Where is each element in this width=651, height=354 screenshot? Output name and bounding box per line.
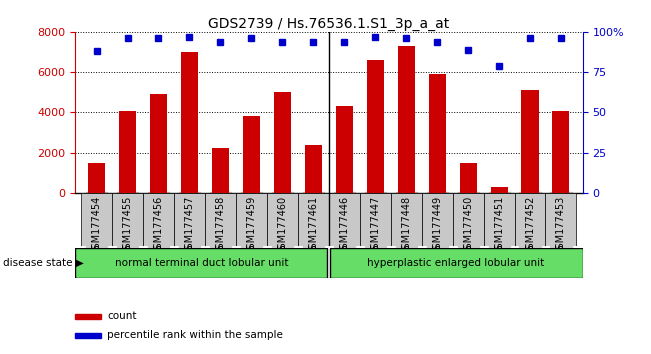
Bar <box>274 92 291 193</box>
Text: GSM177453: GSM177453 <box>556 195 566 255</box>
Bar <box>75 314 101 319</box>
Text: GSM177461: GSM177461 <box>309 195 318 255</box>
Bar <box>367 60 383 193</box>
Bar <box>75 248 327 278</box>
Bar <box>491 187 508 193</box>
Bar <box>391 193 422 246</box>
Bar <box>514 193 546 246</box>
Bar <box>553 112 570 193</box>
Bar <box>452 193 484 246</box>
Bar <box>546 193 576 246</box>
Text: GSM177449: GSM177449 <box>432 195 442 255</box>
Text: GSM177447: GSM177447 <box>370 195 380 255</box>
Bar <box>428 74 446 193</box>
Bar <box>174 193 205 246</box>
Bar <box>143 193 174 246</box>
Bar <box>75 333 101 338</box>
Bar <box>81 193 112 246</box>
Text: GSM177457: GSM177457 <box>184 195 195 255</box>
Bar <box>521 90 538 193</box>
Text: GSM177458: GSM177458 <box>215 195 225 255</box>
Bar <box>336 106 353 193</box>
Text: GSM177452: GSM177452 <box>525 195 535 255</box>
Bar <box>484 193 514 246</box>
Text: GSM177459: GSM177459 <box>246 195 256 255</box>
Bar <box>112 193 143 246</box>
Bar <box>460 163 477 193</box>
Bar <box>212 148 229 193</box>
Text: percentile rank within the sample: percentile rank within the sample <box>107 330 283 340</box>
Bar <box>205 193 236 246</box>
Bar <box>298 193 329 246</box>
Text: GSM177448: GSM177448 <box>401 195 411 255</box>
Bar <box>181 52 198 193</box>
Bar <box>398 46 415 193</box>
Bar <box>267 193 298 246</box>
Bar <box>422 193 452 246</box>
Title: GDS2739 / Hs.76536.1.S1_3p_a_at: GDS2739 / Hs.76536.1.S1_3p_a_at <box>208 17 449 31</box>
Bar <box>305 144 322 193</box>
Bar <box>329 193 360 246</box>
Bar <box>330 248 583 278</box>
Text: count: count <box>107 311 137 321</box>
Bar <box>119 112 136 193</box>
Bar <box>360 193 391 246</box>
Text: GSM177446: GSM177446 <box>339 195 349 255</box>
Text: GSM177454: GSM177454 <box>92 195 102 255</box>
Text: GSM177451: GSM177451 <box>494 195 504 255</box>
Text: GSM177450: GSM177450 <box>463 195 473 255</box>
Text: hyperplastic enlarged lobular unit: hyperplastic enlarged lobular unit <box>367 258 544 268</box>
Bar <box>88 163 105 193</box>
Bar <box>236 193 267 246</box>
Text: normal terminal duct lobular unit: normal terminal duct lobular unit <box>115 258 288 268</box>
Text: GSM177455: GSM177455 <box>122 195 133 255</box>
Bar <box>243 116 260 193</box>
Text: disease state ▶: disease state ▶ <box>3 258 84 268</box>
Text: GSM177460: GSM177460 <box>277 195 287 255</box>
Bar <box>150 94 167 193</box>
Text: GSM177456: GSM177456 <box>154 195 163 255</box>
